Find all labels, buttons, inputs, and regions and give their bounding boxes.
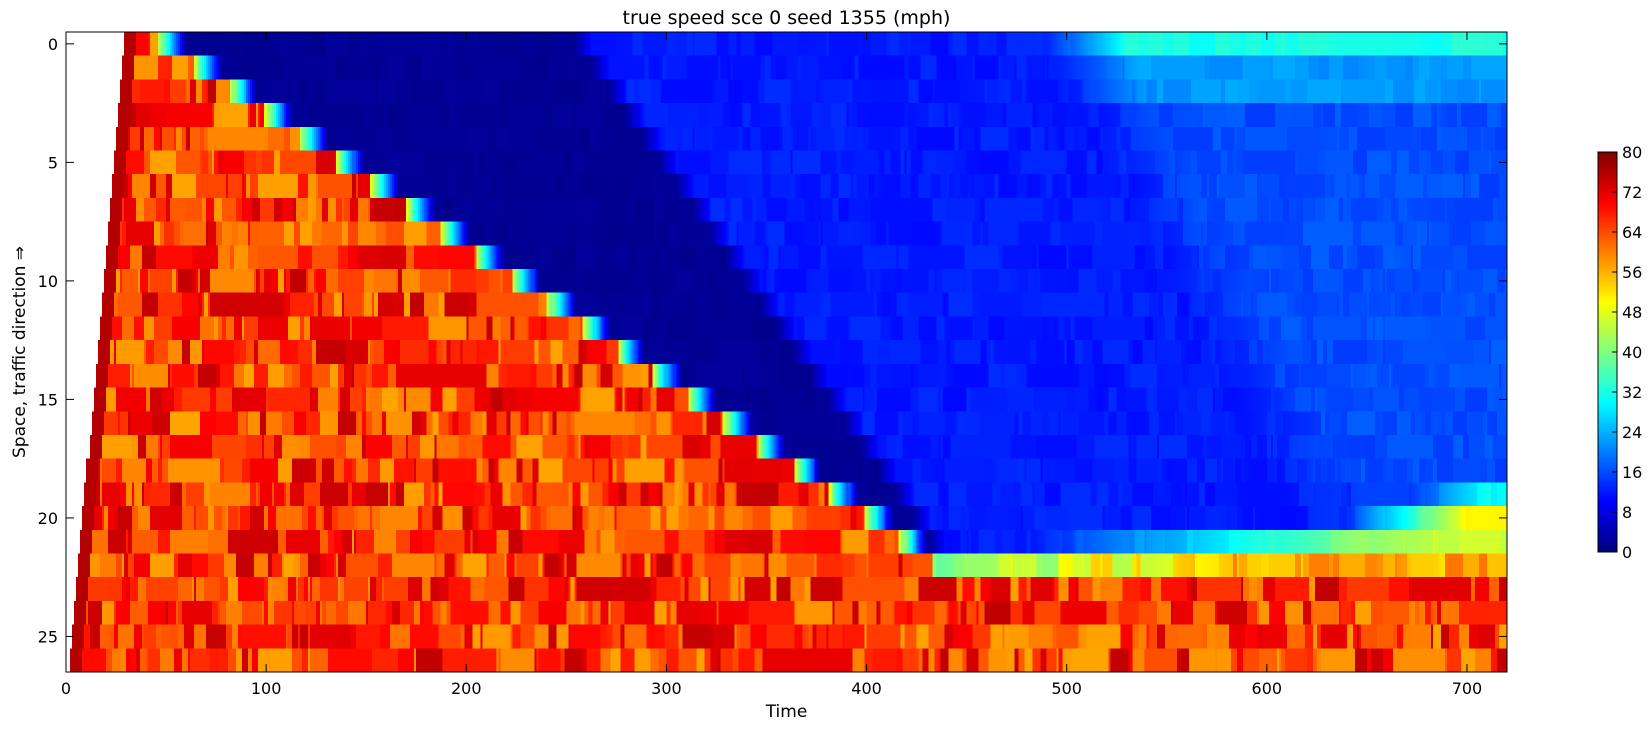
colorbar-tick-label: 32 xyxy=(1622,383,1642,402)
x-tick-label: 700 xyxy=(1452,679,1483,698)
y-tick-label: 20 xyxy=(38,509,58,528)
y-axis-label: Space, traffic direction ⇒ xyxy=(10,246,30,458)
colorbar-tick-label: 8 xyxy=(1622,503,1632,522)
colorbar-tick-label: 72 xyxy=(1622,183,1642,202)
colorbar: 0 8 16 24 32 40 48 56 64 72 80 xyxy=(1597,143,1642,562)
x-tick-label: 400 xyxy=(851,679,882,698)
colorbar-tick-label: 48 xyxy=(1622,303,1642,322)
colorbar-tick-label: 80 xyxy=(1622,143,1642,162)
heatmap-image xyxy=(66,32,1507,672)
colorbar-tick-label: 0 xyxy=(1622,543,1632,562)
y-tick-label: 5 xyxy=(48,153,58,172)
x-tick-label: 100 xyxy=(251,679,282,698)
x-axis-label: Time xyxy=(765,702,808,722)
x-tick-label: 300 xyxy=(651,679,682,698)
chart-title: true speed sce 0 seed 1355 (mph) xyxy=(623,7,951,29)
colorbar-ticks: 0 8 16 24 32 40 48 56 64 72 80 xyxy=(1612,143,1642,562)
colorbar-tick-label: 16 xyxy=(1622,463,1642,482)
x-tick-label: 500 xyxy=(1051,679,1082,698)
x-tick-label: 0 xyxy=(61,679,71,698)
heatmap-layer xyxy=(66,32,1507,672)
colorbar-tick-label: 40 xyxy=(1622,343,1642,362)
x-axis: 0 100 200 300 400 500 600 700 xyxy=(61,32,1482,698)
y-tick-label: 25 xyxy=(38,627,58,646)
y-tick-label: 10 xyxy=(38,272,58,291)
y-tick-label: 0 xyxy=(48,35,58,54)
x-tick-label: 600 xyxy=(1252,679,1283,698)
colorbar-tick-label: 24 xyxy=(1622,423,1642,442)
colorbar-gradient xyxy=(1598,152,1617,552)
plot-frame xyxy=(65,31,1508,673)
colorbar-tick-label: 56 xyxy=(1622,263,1642,282)
y-axis: 0 5 10 15 20 25 xyxy=(38,35,1507,646)
y-tick-label: 15 xyxy=(38,390,58,409)
colorbar-tick-label: 64 xyxy=(1622,223,1642,242)
x-tick-label: 200 xyxy=(451,679,482,698)
